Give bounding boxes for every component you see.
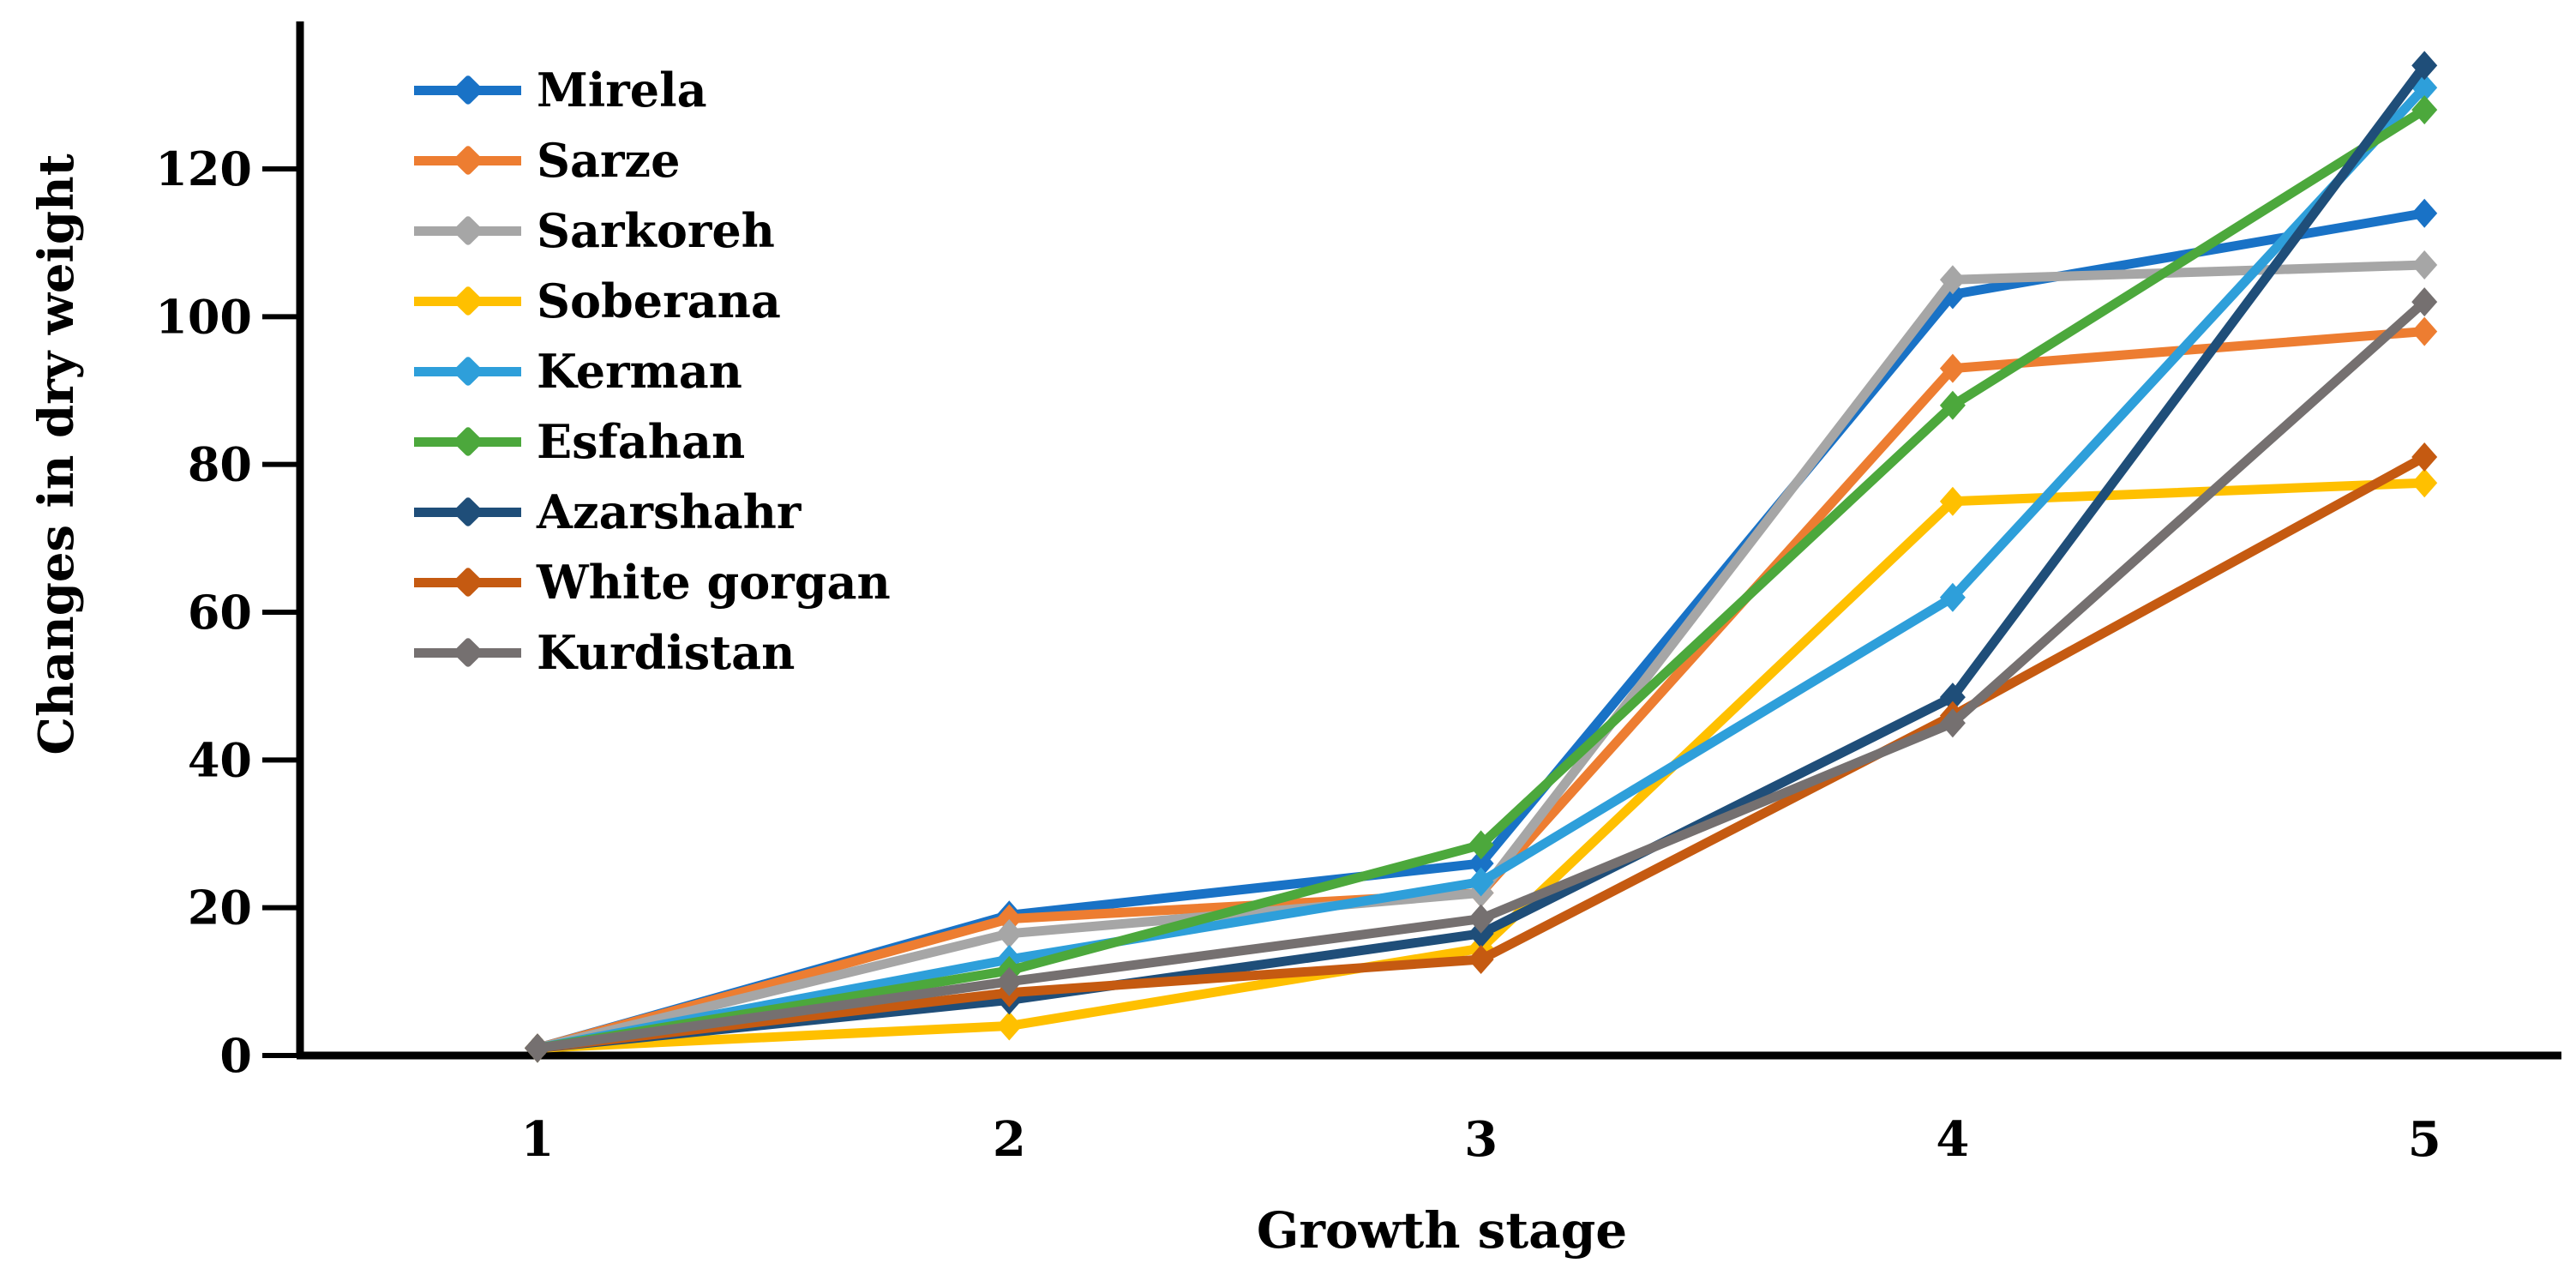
legend-item-kerman: Kerman: [414, 336, 891, 406]
series-marker-white-gorgan: [1468, 944, 1494, 974]
legend-item-white-gorgan: White gorgan: [414, 547, 891, 617]
series-marker-kerman: [1468, 867, 1494, 897]
y-tick-label: 20: [188, 881, 252, 935]
series-marker-white-gorgan: [2411, 442, 2438, 472]
y-tick-label: 120: [155, 141, 252, 196]
series-marker-mirela: [2411, 198, 2438, 228]
x-tick-label: 4: [1936, 1111, 1969, 1168]
series-marker-kurdistan: [1939, 708, 1966, 738]
x-tick-label: 1: [521, 1111, 555, 1168]
series-marker-azarshahr: [2411, 51, 2438, 81]
series-marker-sarkoreh: [996, 918, 1023, 948]
series-marker-kurdistan: [525, 1033, 550, 1063]
series-marker-sarze: [2411, 316, 2438, 346]
diamond-marker-icon: [452, 214, 483, 247]
legend-label: Sarkoreh: [537, 203, 775, 258]
diamond-marker-icon: [452, 636, 483, 669]
diamond-marker-icon: [452, 74, 483, 106]
legend-item-esfahan: Esfahan: [414, 406, 891, 477]
diamond-marker-icon: [452, 425, 483, 458]
legend-item-mirela: Mirela: [414, 55, 891, 125]
series-line-swatch: [414, 566, 521, 598]
series-marker-sarze: [1939, 353, 1966, 383]
series-marker-kurdistan: [996, 966, 1023, 996]
legend-label: Kurdistan: [537, 625, 796, 680]
series-line-swatch: [414, 285, 521, 317]
diamond-marker-icon: [452, 566, 483, 598]
x-tick-label: 3: [1464, 1111, 1498, 1168]
series-marker-azarshahr: [1468, 918, 1494, 948]
legend-item-soberana: Soberana: [414, 266, 891, 336]
legend: Mirela Sarze Sarkoreh Soberana Kerman Es…: [414, 55, 891, 688]
legend-item-azarshahr: Azarshahr: [414, 477, 891, 547]
diamond-marker-icon: [452, 355, 483, 388]
legend-label: Esfahan: [537, 414, 746, 469]
series-line-swatch: [414, 425, 521, 458]
y-tick-label: 80: [188, 437, 252, 492]
series-marker-kurdistan: [2411, 287, 2438, 317]
series-line-swatch: [414, 74, 521, 106]
legend-item-sarkoreh: Sarkoreh: [414, 195, 891, 266]
legend-label: White gorgan: [537, 555, 891, 610]
series-marker-esfahan: [1468, 830, 1494, 860]
diamond-marker-icon: [452, 144, 483, 177]
y-tick-label: 40: [188, 732, 252, 787]
series-marker-soberana: [2411, 468, 2438, 498]
legend-label: Azarshahr: [537, 484, 802, 539]
series-line-swatch: [414, 496, 521, 528]
diamond-marker-icon: [452, 285, 483, 317]
series-marker-esfahan: [1939, 390, 1966, 420]
legend-label: Kerman: [537, 344, 742, 399]
series-marker-soberana: [1939, 486, 1966, 516]
diamond-marker-icon: [452, 496, 483, 528]
y-tick-label: 100: [155, 289, 252, 344]
series-marker-sarze: [996, 904, 1023, 934]
y-tick-label: 60: [188, 585, 252, 640]
y-tick-label: 0: [219, 1028, 252, 1083]
x-tick-label: 2: [993, 1111, 1026, 1168]
series-marker-kerman: [1939, 582, 1966, 612]
series-line-swatch: [414, 144, 521, 177]
x-tick-label: 5: [2408, 1111, 2441, 1168]
series-marker-esfahan: [2411, 95, 2438, 125]
legend-item-kurdistan: Kurdistan: [414, 617, 891, 688]
legend-label: Mirela: [537, 63, 707, 117]
series-marker-sarkoreh: [1939, 265, 1966, 295]
legend-label: Soberana: [537, 274, 781, 328]
series-marker-azarshahr: [1939, 683, 1966, 713]
series-marker-soberana: [996, 1011, 1023, 1041]
legend-item-sarze: Sarze: [414, 125, 891, 195]
series-line-swatch: [414, 355, 521, 388]
series-line-swatch: [414, 214, 521, 247]
y-axis-title: Changes in dry weight: [28, 153, 85, 755]
legend-label: Sarze: [537, 133, 681, 188]
series-line-swatch: [414, 636, 521, 669]
series-marker-mirela: [1468, 848, 1494, 878]
x-axis-title: Growth stage: [1256, 1201, 1628, 1260]
series-marker-sarkoreh: [2411, 250, 2438, 280]
series-marker-kurdistan: [1468, 904, 1494, 934]
